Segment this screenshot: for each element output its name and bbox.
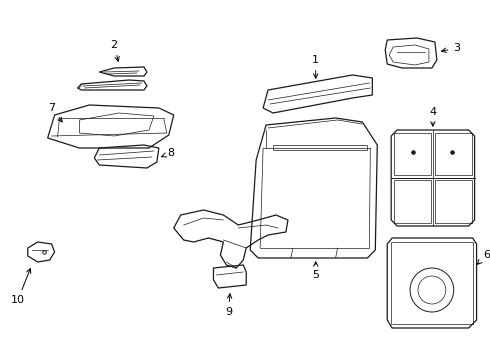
Text: 5: 5 bbox=[312, 262, 319, 280]
Text: 6: 6 bbox=[477, 250, 490, 264]
Text: 2: 2 bbox=[111, 40, 119, 61]
Text: 1: 1 bbox=[312, 55, 319, 78]
Text: 4: 4 bbox=[429, 107, 437, 126]
Text: 3: 3 bbox=[441, 43, 460, 53]
Text: 7: 7 bbox=[48, 103, 62, 122]
Text: 10: 10 bbox=[11, 269, 31, 305]
Text: 9: 9 bbox=[225, 294, 232, 317]
Text: 8: 8 bbox=[162, 148, 174, 158]
